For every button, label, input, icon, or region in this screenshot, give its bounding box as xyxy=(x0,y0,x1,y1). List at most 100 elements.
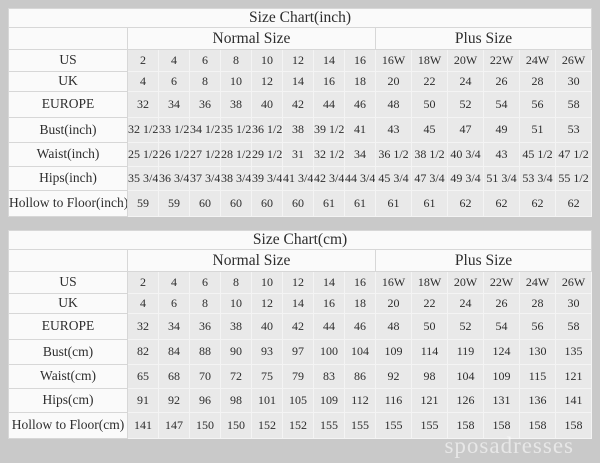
table-title: Size Chart(inch) xyxy=(7,8,593,28)
size-value-cell: 42 xyxy=(282,91,314,118)
size-value-cell: 130 xyxy=(519,339,556,365)
size-value-cell: 10 xyxy=(251,49,283,72)
size-value-cell: 24 xyxy=(447,293,484,314)
table-row: EUROPE 32 34 36 38 40 42 44 46 48 50 52 54 56 58 xyxy=(8,313,593,340)
row-label: US xyxy=(8,49,128,72)
size-value-cell: 38 xyxy=(220,313,252,340)
size-value-cell: 121 xyxy=(554,364,593,389)
size-value-cell: 55 1/2 xyxy=(554,166,593,191)
size-value-cell: 20W xyxy=(447,271,484,294)
size-value-cell: 150 xyxy=(189,412,221,439)
row-label: Hollow to Floor(inch) xyxy=(8,190,128,217)
size-value-cell: 109 xyxy=(483,364,520,389)
size-value-cell: 42 3/4 xyxy=(313,166,345,191)
size-value-cell: 75 xyxy=(251,364,283,389)
size-value-cell: 60 xyxy=(189,190,221,217)
size-value-cell: 45 3/4 xyxy=(375,166,412,191)
size-value-cell: 36 xyxy=(189,313,221,340)
size-value-cell: 4 xyxy=(127,293,159,314)
size-value-cell: 72 xyxy=(220,364,252,389)
size-value-cell: 38 1/2 xyxy=(411,142,448,167)
size-value-cell: 158 xyxy=(483,412,520,439)
size-value-cell: 32 xyxy=(127,313,159,340)
size-value-cell: 49 3/4 xyxy=(447,166,484,191)
size-value-cell: 59 xyxy=(127,190,159,217)
size-value-cell: 39 1/2 xyxy=(313,117,345,143)
table-row: Waist(cm) 65 68 70 72 75 79 83 86 92 98 104 109 115 12… xyxy=(8,364,593,389)
size-value-cell: 93 xyxy=(251,339,283,365)
size-value-cell: 52 xyxy=(447,313,484,340)
size-value-cell: 56 xyxy=(519,91,556,118)
size-value-cell: 112 xyxy=(344,388,376,413)
table-gap xyxy=(8,217,592,230)
size-value-cell: 141 xyxy=(127,412,159,439)
size-value-cell: 32 1/2 xyxy=(313,142,345,167)
size-value-cell: 158 xyxy=(447,412,484,439)
size-value-cell: 124 xyxy=(483,339,520,365)
size-value-cell: 26W xyxy=(554,271,593,294)
size-value-cell: 109 xyxy=(375,339,412,365)
size-value-cell: 51 xyxy=(519,117,556,143)
size-value-cell: 4 xyxy=(127,71,159,92)
size-value-cell: 36 xyxy=(189,91,221,118)
size-value-cell: 36 1/2 xyxy=(375,142,412,167)
size-value-cell: 150 xyxy=(220,412,252,439)
size-value-cell: 100 xyxy=(313,339,345,365)
size-value-cell: 22W xyxy=(483,271,520,294)
size-value-cell: 121 xyxy=(411,388,448,413)
table-row: US 2 4 6 8 10 12 14 16 16W 18W 20W 22W 24W 26W xyxy=(8,49,593,72)
size-value-cell: 33 1/2 xyxy=(158,117,190,143)
size-value-cell: 8 xyxy=(220,49,252,72)
size-value-cell: 60 xyxy=(220,190,252,217)
size-value-cell: 32 xyxy=(127,91,159,118)
size-value-cell: 8 xyxy=(220,271,252,294)
size-value-cell: 30 xyxy=(554,293,593,314)
size-value-cell: 24W xyxy=(519,49,556,72)
size-value-cell: 14 xyxy=(313,49,345,72)
size-value-cell: 35 3/4 xyxy=(127,166,159,191)
size-value-cell: 40 3/4 xyxy=(447,142,484,167)
size-value-cell: 39 3/4 xyxy=(251,166,283,191)
size-value-cell: 2 xyxy=(127,271,159,294)
size-value-cell: 6 xyxy=(189,271,221,294)
row-label: Hips(cm) xyxy=(8,388,128,413)
size-value-cell: 58 xyxy=(554,91,593,118)
row-label: Hollow to Floor(cm) xyxy=(8,412,128,439)
size-value-cell: 24W xyxy=(519,271,556,294)
size-value-cell: 101 xyxy=(251,388,283,413)
size-value-cell: 104 xyxy=(344,339,376,365)
row-label: US xyxy=(8,271,128,294)
size-value-cell: 90 xyxy=(220,339,252,365)
size-value-cell: 45 xyxy=(411,117,448,143)
size-value-cell: 50 xyxy=(411,313,448,340)
size-value-cell: 47 3/4 xyxy=(411,166,448,191)
size-value-cell: 32 1/2 xyxy=(127,117,159,143)
size-value-cell: 155 xyxy=(375,412,412,439)
size-value-cell: 44 xyxy=(313,313,345,340)
size-value-cell: 62 xyxy=(483,190,520,217)
size-value-cell: 37 3/4 xyxy=(189,166,221,191)
size-value-cell: 62 xyxy=(447,190,484,217)
size-value-cell: 6 xyxy=(189,49,221,72)
size-value-cell: 43 xyxy=(375,117,412,143)
size-value-cell: 16 xyxy=(344,49,376,72)
size-value-cell: 126 xyxy=(447,388,484,413)
size-value-cell: 115 xyxy=(519,364,556,389)
size-value-cell: 84 xyxy=(158,339,190,365)
corner-cell xyxy=(8,249,128,272)
table-row: Hollow to Floor(cm) 141 147 150 150 152 152 155… xyxy=(8,412,593,439)
size-value-cell: 8 xyxy=(189,71,221,92)
size-value-cell: 61 xyxy=(344,190,376,217)
table-row: Bust(inch) 32 1/2 33 1/2 34 1/2 35 1/2 36 1/2… xyxy=(8,117,593,143)
size-value-cell: 31 xyxy=(282,142,314,167)
row-label: Bust(inch) xyxy=(8,117,128,143)
size-value-cell: 54 xyxy=(483,313,520,340)
size-value-cell: 22 xyxy=(411,293,448,314)
size-value-cell: 98 xyxy=(411,364,448,389)
size-value-cell: 10 xyxy=(220,71,252,92)
size-value-cell: 51 3/4 xyxy=(483,166,520,191)
size-value-cell: 47 1/2 xyxy=(554,142,593,167)
table-row: Waist(inch) 25 1/2 26 1/2 27 1/2 28 1/2 29 1/… xyxy=(8,142,593,167)
size-value-cell: 62 xyxy=(554,190,593,217)
table-row: UK 4 6 8 10 12 14 16 18 20 22 24 26 28 30 xyxy=(8,293,593,314)
